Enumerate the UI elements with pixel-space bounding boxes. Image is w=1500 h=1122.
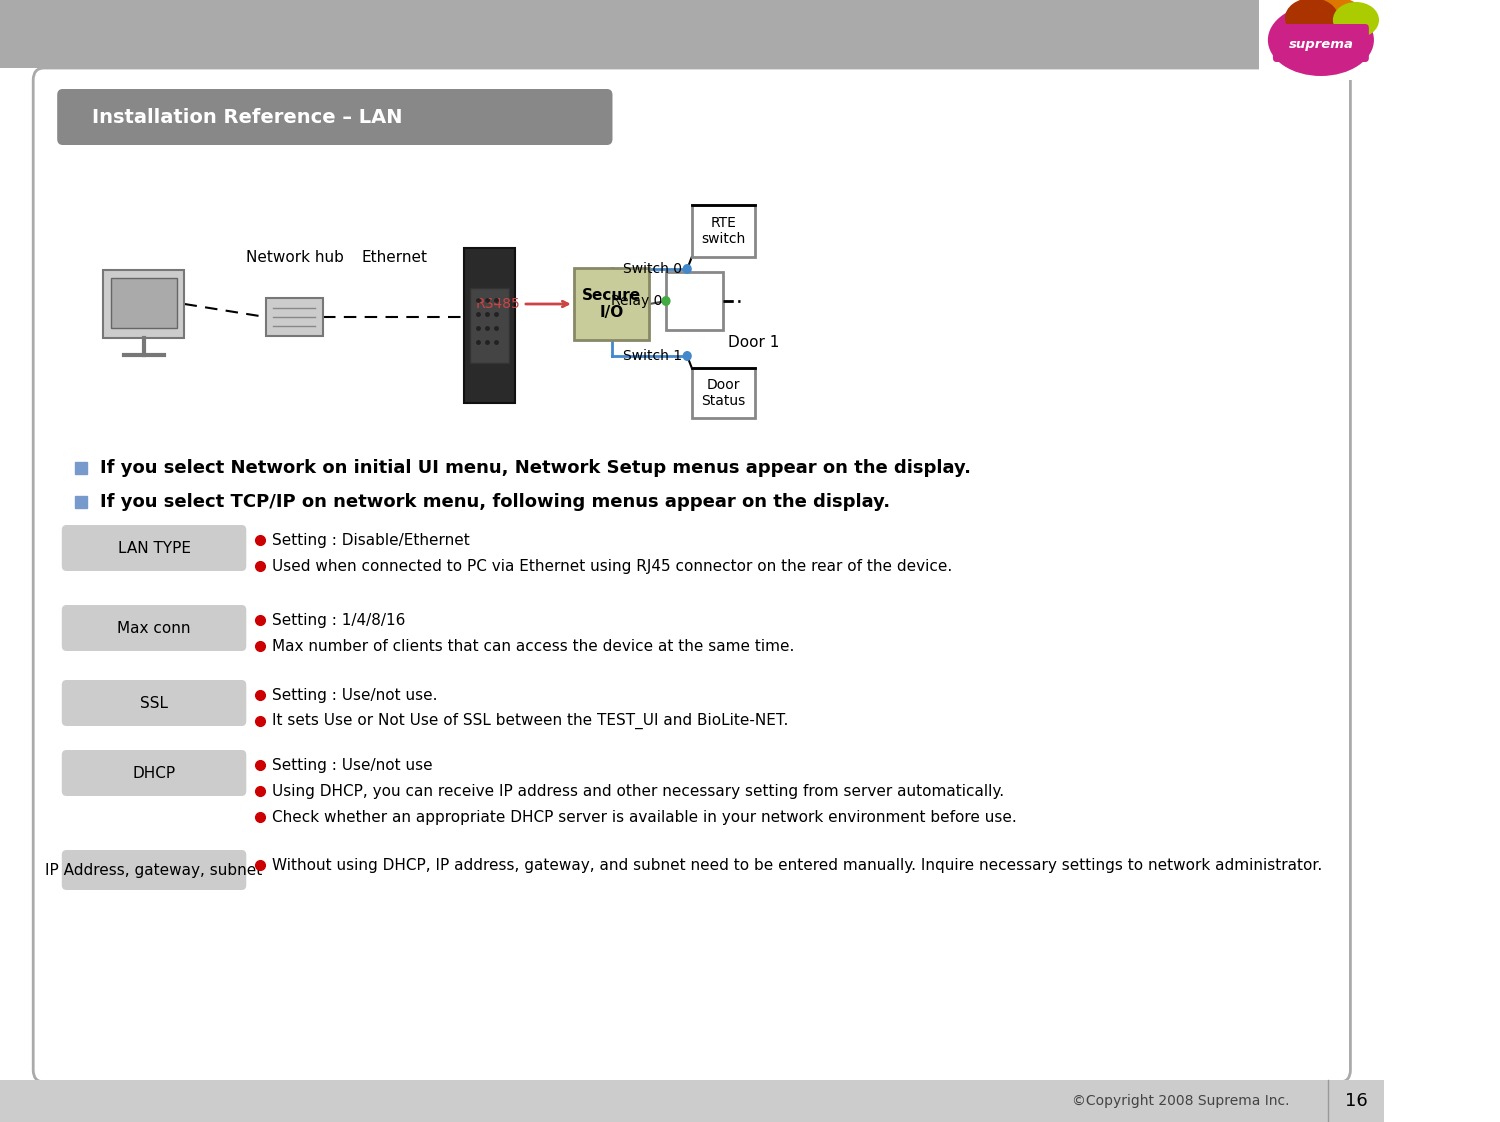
Text: It sets Use or Not Use of SSL between the TEST_UI and BioLite-NET.: It sets Use or Not Use of SSL between th… xyxy=(272,712,789,729)
Text: Network hub: Network hub xyxy=(246,250,344,265)
Text: Secure
I/O: Secure I/O xyxy=(582,288,640,320)
Ellipse shape xyxy=(1305,0,1365,39)
FancyBboxPatch shape xyxy=(62,605,246,651)
Circle shape xyxy=(662,296,670,306)
Circle shape xyxy=(682,264,692,274)
Bar xyxy=(111,278,177,328)
Bar xyxy=(573,268,650,340)
Text: If you select Network on initial UI menu, Network Setup menus appear on the disp: If you select Network on initial UI menu… xyxy=(99,459,970,477)
Text: Door
Status: Door Status xyxy=(700,378,746,408)
Text: Without using DHCP, IP address, gateway, and subnet need to be entered manually.: Without using DHCP, IP address, gateway,… xyxy=(272,857,1323,873)
Text: Setting : 1/4/8/16: Setting : 1/4/8/16 xyxy=(272,613,405,627)
Text: Setting : Use/not use.: Setting : Use/not use. xyxy=(272,688,438,702)
Text: Max conn: Max conn xyxy=(117,620,190,635)
Bar xyxy=(1258,0,1383,80)
Text: Setting : Disable/Ethernet: Setting : Disable/Ethernet xyxy=(272,533,470,548)
Text: RTE
switch: RTE switch xyxy=(700,215,746,246)
Bar xyxy=(104,270,184,338)
Text: Relay 0: Relay 0 xyxy=(610,294,663,309)
Text: If you select TCP/IP on network menu, following menus appear on the display.: If you select TCP/IP on network menu, fo… xyxy=(99,493,889,511)
Text: RS485: RS485 xyxy=(476,297,520,311)
Bar xyxy=(464,248,514,403)
Bar xyxy=(470,288,509,364)
Text: IP Address, gateway, subnet: IP Address, gateway, subnet xyxy=(45,863,262,877)
Bar xyxy=(692,205,754,257)
Bar xyxy=(0,0,1383,68)
Text: Used when connected to PC via Ethernet using RJ45 connector on the rear of the d: Used when connected to PC via Ethernet u… xyxy=(272,559,952,573)
Circle shape xyxy=(682,351,692,361)
Text: 16: 16 xyxy=(1344,1092,1368,1110)
Text: ©Copyright 2008 Suprema Inc.: ©Copyright 2008 Suprema Inc. xyxy=(1072,1094,1290,1109)
Text: Installation Reference – LAN: Installation Reference – LAN xyxy=(92,108,402,127)
FancyBboxPatch shape xyxy=(1274,24,1370,62)
FancyBboxPatch shape xyxy=(57,89,612,145)
Text: Switch 1: Switch 1 xyxy=(622,349,681,364)
Text: Ethernet: Ethernet xyxy=(362,250,428,265)
Bar xyxy=(666,272,723,330)
Text: Setting : Use/not use: Setting : Use/not use xyxy=(272,757,432,773)
Bar xyxy=(692,368,754,419)
FancyBboxPatch shape xyxy=(62,850,246,890)
FancyBboxPatch shape xyxy=(62,525,246,571)
Text: SSL: SSL xyxy=(140,696,168,710)
FancyBboxPatch shape xyxy=(62,680,246,726)
Text: suprema: suprema xyxy=(1288,37,1353,50)
Text: Using DHCP, you can receive IP address and other necessary setting from server a: Using DHCP, you can receive IP address a… xyxy=(272,783,1004,799)
Ellipse shape xyxy=(1268,4,1374,76)
Bar xyxy=(0,1080,1383,1122)
Text: Switch 0: Switch 0 xyxy=(622,263,681,276)
Text: Check whether an appropriate DHCP server is available in your network environmen: Check whether an appropriate DHCP server… xyxy=(272,809,1017,825)
Text: Max number of clients that can access the device at the same time.: Max number of clients that can access th… xyxy=(272,638,795,653)
Ellipse shape xyxy=(1286,0,1338,38)
FancyBboxPatch shape xyxy=(33,68,1350,1082)
Text: LAN TYPE: LAN TYPE xyxy=(117,541,190,555)
FancyBboxPatch shape xyxy=(62,749,246,795)
Bar xyxy=(266,298,322,335)
Text: Door 1: Door 1 xyxy=(728,335,778,350)
Ellipse shape xyxy=(1334,2,1378,38)
Text: DHCP: DHCP xyxy=(132,765,176,781)
